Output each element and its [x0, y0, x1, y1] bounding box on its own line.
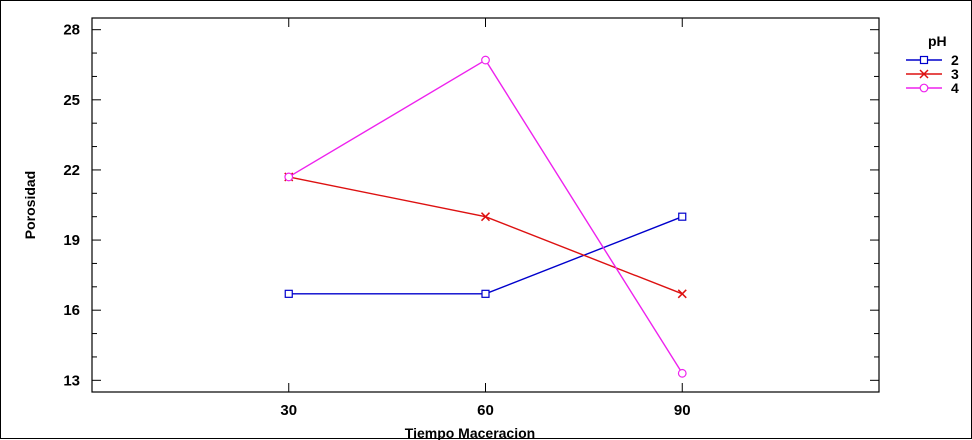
y-axis-title: Porosidad [22, 171, 38, 239]
y-tick-label: 13 [63, 372, 80, 389]
y-tick-label: 28 [63, 22, 80, 39]
data-point-ph-3 [677, 289, 687, 299]
x-tick-label: 30 [280, 402, 297, 419]
legend-label-ph-4: 4 [951, 80, 959, 96]
data-point-ph-2 [284, 289, 293, 298]
x-tick-labels: 30 60 90 [280, 402, 690, 419]
data-point-ph-4 [481, 55, 490, 65]
data-point-ph-2 [678, 212, 687, 221]
x-tick-label: 60 [477, 402, 494, 419]
legend-title: pH [928, 33, 947, 49]
data-point-ph-4 [284, 172, 294, 182]
legend-label-ph-3: 3 [951, 66, 959, 82]
legend-marker-ph-4 [919, 83, 929, 93]
series-markers [284, 55, 687, 378]
y-tick-label: 19 [63, 232, 80, 249]
y-tick-label: 25 [63, 92, 80, 109]
axis-ticks [92, 18, 879, 392]
legend-marker-ph-3 [919, 69, 929, 79]
y-tick-label: 22 [63, 162, 80, 179]
data-point-ph-4 [677, 368, 687, 378]
legend-marker-ph-2 [919, 55, 929, 65]
legend: pH 234 [906, 33, 959, 96]
data-point-ph-3 [480, 212, 491, 222]
data-point-ph-2 [481, 289, 490, 298]
x-tick-label: 90 [674, 402, 691, 419]
y-tick-label: 16 [63, 302, 80, 319]
x-axis-title: Tiempo Maceracion [405, 425, 535, 440]
y-tick-labels: 13 16 19 22 25 28 [63, 22, 80, 390]
legend-label-ph-2: 2 [951, 52, 959, 68]
